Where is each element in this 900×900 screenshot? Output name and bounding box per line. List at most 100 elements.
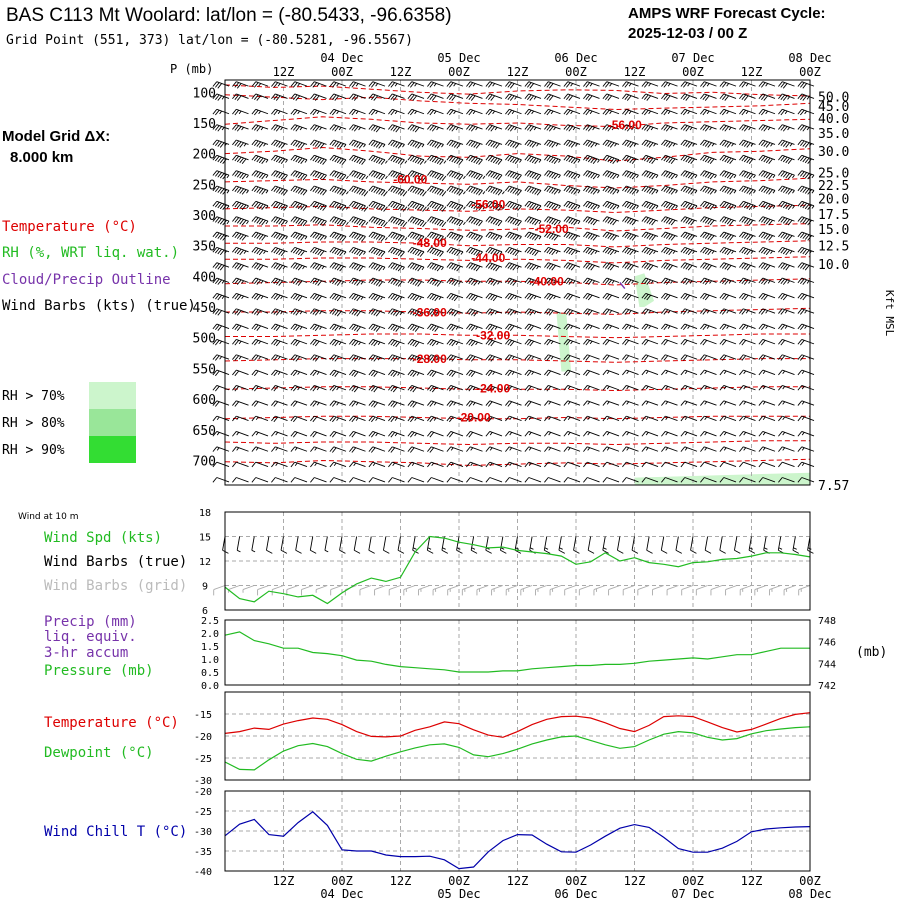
wind-barb <box>271 354 288 361</box>
wind-barb <box>778 108 795 116</box>
panel-frame <box>224 511 811 611</box>
wind-barb <box>427 446 444 453</box>
true-wind-barb <box>558 536 566 554</box>
grid-wind-barb <box>695 585 708 596</box>
grid-wind-barb <box>578 585 591 596</box>
true-wind-barb <box>368 536 375 554</box>
pressure-axis-label: P (mb) <box>170 62 213 76</box>
wind-barb <box>700 139 717 148</box>
wind-barb <box>700 477 717 483</box>
wind-barb <box>700 262 717 271</box>
temperature-contour <box>225 240 811 248</box>
wind-barb <box>349 200 369 212</box>
wind-barb <box>407 292 425 302</box>
temperature-contour-label: -32.00 <box>476 328 510 342</box>
wind-barb <box>602 262 620 271</box>
model-grid-label: Model Grid ΔX: <box>2 128 110 145</box>
wind-barb <box>290 369 308 377</box>
wind-barb <box>680 124 698 132</box>
wind-barb <box>778 415 795 422</box>
wind-barb <box>524 246 542 257</box>
wind-barb <box>680 323 698 331</box>
wind-barb <box>622 262 639 271</box>
wind-barb <box>758 154 776 164</box>
wind-barb <box>680 461 698 468</box>
wind-barb <box>505 369 522 377</box>
wind-barb <box>719 477 737 483</box>
wind-barb <box>700 81 717 88</box>
wind-barb <box>778 154 795 164</box>
wind-barb <box>349 308 366 317</box>
wind-barb <box>310 446 327 452</box>
wind-true-label: Wind Barbs (true) <box>44 554 187 570</box>
pressure-tick-label: 250 <box>193 178 216 193</box>
wind-barb <box>661 292 678 301</box>
wind-barb <box>583 446 600 452</box>
wind-barb <box>602 216 620 226</box>
wind-barb <box>329 154 347 165</box>
bottom-hour-label: 12Z <box>390 874 412 888</box>
wind-barb <box>349 461 366 468</box>
wind-barb <box>661 461 678 468</box>
true-wind-barb <box>295 536 302 554</box>
wind-barb <box>427 400 444 407</box>
wind-barb <box>466 262 483 272</box>
wind-barb <box>622 154 639 164</box>
cloud-outline <box>619 282 626 290</box>
wind-barb <box>251 170 269 180</box>
wind-barb <box>271 431 288 437</box>
wind-barb <box>329 400 347 407</box>
wind-tick-label: 18 <box>199 508 211 519</box>
wind-barb <box>758 262 776 271</box>
wind-barb <box>797 354 815 361</box>
grid-wind-barb <box>637 585 650 596</box>
wind-barb <box>544 200 561 211</box>
true-wind-barb <box>660 536 668 554</box>
rh-key-label: RH > 80% <box>2 416 65 431</box>
wind-barb <box>310 231 327 241</box>
wind-barb <box>271 477 288 483</box>
wind-barb <box>524 170 542 181</box>
wind-barb <box>446 277 464 286</box>
wind-barb <box>641 338 659 346</box>
wind-barb <box>310 385 327 392</box>
wind-barb <box>739 262 756 271</box>
wind-barb <box>583 200 600 211</box>
grid-wind-barb <box>388 585 401 596</box>
wind-barb <box>446 154 464 165</box>
wind-barb <box>797 154 815 164</box>
wind-barb <box>739 385 756 391</box>
wind-barb <box>700 308 717 315</box>
wind-chill-tick-label: -20 <box>194 787 212 798</box>
bottom-hour-label: 12Z <box>741 874 763 888</box>
wind-barb <box>212 431 230 437</box>
wind-barb <box>641 415 659 422</box>
temperature-contour <box>224 94 811 111</box>
wind-barb <box>271 292 288 301</box>
pressure-tick-label: 650 <box>193 424 216 439</box>
height-tick-label: 17.5 <box>818 208 849 223</box>
wind-barb <box>563 277 581 285</box>
wind-barb <box>446 231 464 242</box>
bottom-date-label: 08 Dec <box>788 887 831 900</box>
wind-barb <box>388 200 410 212</box>
wind-barb <box>524 431 542 437</box>
wind-barb <box>758 477 776 483</box>
wind-barb <box>700 185 717 195</box>
wind-barb <box>388 108 405 116</box>
temperature-contour <box>224 84 811 97</box>
height-tick-label: 12.5 <box>818 240 849 255</box>
wind-barb <box>563 81 581 88</box>
wind-barb <box>680 200 698 211</box>
wind-barb <box>310 139 327 149</box>
wind-barb <box>622 461 639 468</box>
wind-barb <box>563 246 581 256</box>
wind-barb <box>739 139 756 148</box>
top-hour-label: 00Z <box>331 65 353 79</box>
grid-wind-barb <box>491 585 504 596</box>
wind-barb <box>349 262 366 272</box>
wind-barb <box>778 292 795 301</box>
panel-frame <box>224 79 811 486</box>
